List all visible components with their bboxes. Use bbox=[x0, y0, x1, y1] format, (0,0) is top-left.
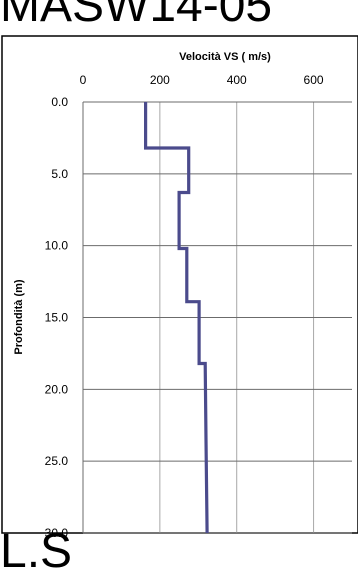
y-tick-label: 5.0 bbox=[51, 167, 68, 181]
x-tick-label: 600 bbox=[304, 73, 324, 87]
x-tick-label: 200 bbox=[150, 73, 170, 87]
y-tick-label: 0.0 bbox=[51, 95, 68, 109]
chart-y-axis-title: Profondità (m) bbox=[13, 279, 25, 354]
bottom-text: L.S bbox=[0, 528, 72, 576]
y-tick-label: 25.0 bbox=[45, 454, 69, 468]
x-tick-label: 400 bbox=[227, 73, 247, 87]
y-tick-label: 15.0 bbox=[45, 311, 69, 325]
y-tick-label: 20.0 bbox=[45, 382, 69, 396]
x-tick-label: 0 bbox=[80, 73, 87, 87]
chart-x-axis-title: Velocità VS ( m/s) bbox=[179, 51, 271, 63]
y-tick-label: 10.0 bbox=[45, 239, 69, 253]
chart: Velocità VS ( m/s) Profondità (m) 0 200 40… bbox=[0, 0, 358, 555]
